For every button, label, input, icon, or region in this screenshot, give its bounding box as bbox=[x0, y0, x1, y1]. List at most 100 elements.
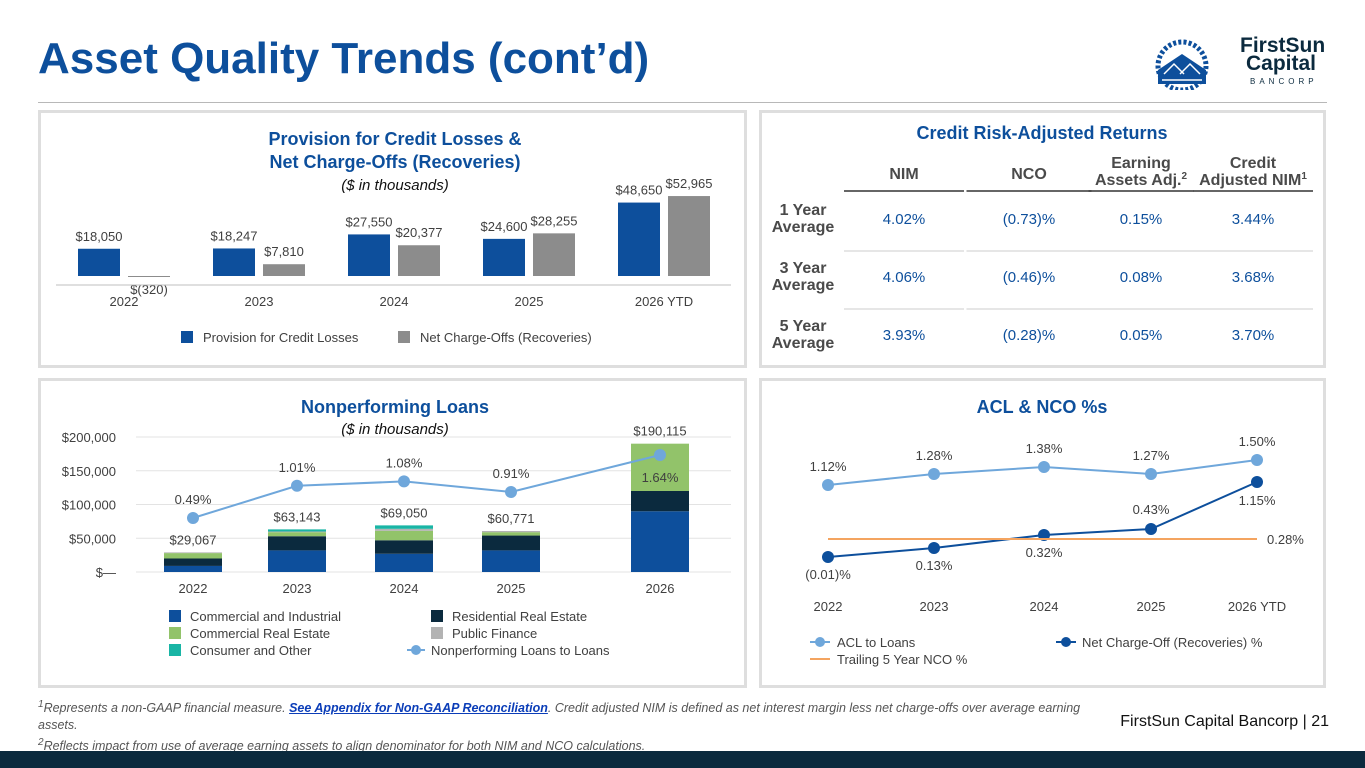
cell-2-0: 3.93% bbox=[883, 327, 926, 344]
npl-bar-4-1 bbox=[268, 529, 326, 532]
brand-line3: BANCORP bbox=[1250, 77, 1318, 86]
page-title: Asset Quality Trends (cont’d) bbox=[38, 34, 650, 83]
npl-x-tick-2: 2024 bbox=[390, 581, 419, 596]
acl-point-1-4 bbox=[1251, 476, 1263, 488]
x-tick-4: 2026 YTD bbox=[635, 294, 693, 309]
sun-emblem-icon bbox=[1155, 39, 1209, 90]
bar-label-1-4: $52,965 bbox=[666, 176, 713, 191]
npl-legend-line-label: Nonperforming Loans to Loans bbox=[431, 643, 610, 658]
npl-bar-0-0 bbox=[164, 565, 222, 572]
bar-label-1-0: $(320) bbox=[130, 282, 168, 297]
provision-chart: Provision for Credit Losses & Net Charge… bbox=[56, 129, 731, 345]
npl-legend-swatch-4 bbox=[169, 644, 181, 656]
npl-ratio-point-0 bbox=[187, 512, 199, 524]
col-header-1: NCO bbox=[1011, 166, 1047, 183]
npl-y-tick-1: $150,000 bbox=[62, 464, 116, 479]
trailing-nco-label: 0.28% bbox=[1267, 532, 1304, 547]
npl-legend-swatch-1 bbox=[431, 610, 443, 622]
row-label-2-l2: Average bbox=[772, 335, 835, 352]
acl-x-tick-0: 2022 bbox=[814, 599, 843, 614]
npl-total-2: $69,050 bbox=[381, 505, 428, 520]
cell-1-3: 3.68% bbox=[1232, 269, 1275, 286]
bar-label-0-0: $18,050 bbox=[76, 229, 123, 244]
npl-legend-label-3: Public Finance bbox=[452, 626, 537, 641]
acl-label-1-3: 0.43% bbox=[1133, 502, 1170, 517]
bar-label-1-2: $20,377 bbox=[396, 225, 443, 240]
row-label-1-l1: 3 Year bbox=[780, 260, 827, 277]
npl-bar-2-0 bbox=[164, 553, 222, 559]
acl-title: ACL & NCO %s bbox=[977, 397, 1108, 417]
row-label-0-l1: 1 Year bbox=[780, 202, 827, 219]
acl-label-1-0: (0.01)% bbox=[805, 567, 851, 582]
row-label-2-l1: 5 Year bbox=[780, 318, 827, 335]
npl-bar-0-3 bbox=[482, 550, 540, 572]
acl-point-0-3 bbox=[1145, 468, 1157, 480]
legend-nco-label: Net Charge-Offs (Recoveries) bbox=[420, 330, 592, 345]
credit-returns-table: Credit Risk-Adjusted Returns NIM NCO Earni… bbox=[772, 123, 1313, 352]
x-tick-2: 2024 bbox=[380, 294, 409, 309]
npl-y-tick-0: $200,000 bbox=[62, 430, 116, 445]
npl-ratio-label-4: 1.64% bbox=[642, 470, 679, 485]
npl-chart: Nonperforming Loans ($ in thousands) $20… bbox=[62, 397, 731, 658]
cell-1-1: (0.46)% bbox=[1003, 269, 1056, 286]
npl-bar-2-1 bbox=[268, 532, 326, 537]
npl-legend-label-4: Consumer and Other bbox=[190, 643, 312, 658]
cell-1-0: 4.06% bbox=[883, 269, 926, 286]
acl-label-0-2: 1.38% bbox=[1026, 441, 1063, 456]
title-divider bbox=[38, 102, 1327, 103]
bar-nco-4 bbox=[668, 196, 710, 276]
credit-returns-panel: Credit Risk-Adjusted Returns NIM NCO Earni… bbox=[759, 110, 1326, 368]
acl-label-0-0: 1.12% bbox=[810, 459, 847, 474]
bar-nco-3 bbox=[533, 233, 575, 276]
npl-bar-2-2 bbox=[375, 530, 433, 541]
footnotes: 1Represents a non-GAAP financial measure… bbox=[38, 696, 1098, 755]
npl-total-1: $63,143 bbox=[274, 509, 321, 524]
npl-subtitle: ($ in thousands) bbox=[341, 421, 449, 438]
bar-label-0-4: $48,650 bbox=[616, 183, 663, 198]
acl-label-0-1: 1.28% bbox=[916, 448, 953, 463]
acl-point-0-0 bbox=[822, 479, 834, 491]
cell-0-2: 0.15% bbox=[1120, 211, 1163, 228]
legend-provision-label: Provision for Credit Losses bbox=[203, 330, 359, 345]
bar-label-1-3: $28,255 bbox=[531, 213, 578, 228]
cell-1-2: 0.08% bbox=[1120, 269, 1163, 286]
cell-2-2: 0.05% bbox=[1120, 327, 1163, 344]
bar-label-1-1: $7,810 bbox=[264, 244, 304, 259]
appendix-link[interactable]: See Appendix for Non-GAAP Reconciliation bbox=[289, 701, 548, 716]
cell-0-0: 4.02% bbox=[883, 211, 926, 228]
npl-legend-swatch-3 bbox=[431, 627, 443, 639]
acl-legend-point-0 bbox=[815, 637, 825, 647]
row-label-1-l2: Average bbox=[772, 277, 835, 294]
footnote-1: 1Represents a non-GAAP financial measure… bbox=[38, 699, 1081, 733]
npl-y-tick-3: $50,000 bbox=[69, 531, 116, 546]
x-tick-1: 2023 bbox=[245, 294, 274, 309]
bar-provision-4 bbox=[618, 202, 660, 276]
bar-nco-2 bbox=[398, 245, 440, 276]
bar-nco-0 bbox=[128, 276, 170, 277]
npl-ratio-point-4 bbox=[654, 449, 666, 461]
npl-x-tick-1: 2023 bbox=[283, 581, 312, 596]
npl-ratio-label-2: 1.08% bbox=[386, 455, 423, 470]
bottom-bar bbox=[0, 751, 1365, 768]
cell-0-1: (0.73)% bbox=[1003, 211, 1056, 228]
acl-legend-label-1: Net Charge-Off (Recoveries) % bbox=[1082, 635, 1263, 650]
npl-legend-label-2: Commercial Real Estate bbox=[190, 626, 330, 641]
acl-nco-chart-panel: ACL & NCO %s 1.12% 1.28% 1.38% 1.27% 1.50% (0… bbox=[759, 378, 1326, 688]
npl-bar-4-2 bbox=[375, 525, 433, 529]
npl-ratio-label-0: 0.49% bbox=[175, 492, 212, 507]
acl-x-tick-1: 2023 bbox=[920, 599, 949, 614]
npl-ratio-point-1 bbox=[291, 479, 303, 492]
npl-y-tick-2: $100,000 bbox=[62, 498, 116, 513]
npl-ratio-point-2 bbox=[398, 475, 410, 488]
bar-provision-0 bbox=[78, 248, 120, 276]
footnote-2: 2Reflects impact from use of average ear… bbox=[38, 737, 646, 754]
bar-label-0-3: $24,600 bbox=[481, 219, 528, 234]
provision-subtitle: ($ in thousands) bbox=[341, 177, 449, 194]
acl-label-1-4: 1.15% bbox=[1239, 493, 1276, 508]
npl-bar-1-2 bbox=[375, 540, 433, 554]
table-title: Credit Risk-Adjusted Returns bbox=[916, 123, 1167, 143]
bar-nco-1 bbox=[263, 264, 305, 276]
x-tick-3: 2025 bbox=[515, 294, 544, 309]
npl-bar-0-1 bbox=[268, 550, 326, 572]
row-label-0-l2: Average bbox=[772, 219, 835, 236]
